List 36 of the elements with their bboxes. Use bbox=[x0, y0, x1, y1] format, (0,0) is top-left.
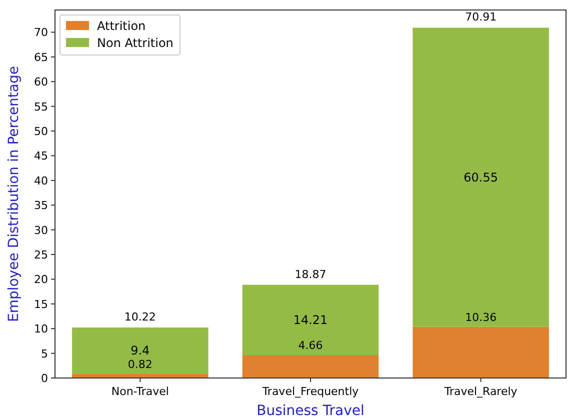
total-label: 18.87 bbox=[294, 268, 326, 281]
y-tick-label: 20 bbox=[34, 273, 48, 286]
bar bbox=[242, 284, 379, 355]
bar bbox=[412, 326, 549, 378]
y-tick-label: 65 bbox=[34, 50, 48, 64]
x-tick-label: Non-Travel bbox=[111, 385, 169, 398]
y-tick-label: 10 bbox=[34, 322, 48, 336]
bar bbox=[412, 28, 549, 327]
y-tick-label: 45 bbox=[34, 150, 48, 163]
total-label: 70.91 bbox=[465, 10, 497, 24]
y-tick-label: 55 bbox=[34, 100, 48, 114]
y-tick-label: 15 bbox=[34, 298, 48, 311]
y-tick-label: 25 bbox=[34, 248, 48, 262]
data-label: 9.4 bbox=[130, 344, 150, 358]
x-axis-title: Business Travel bbox=[256, 403, 364, 419]
data-label: 4.66 bbox=[298, 338, 323, 352]
y-tick-label: 70 bbox=[34, 26, 48, 40]
data-label: 14.21 bbox=[293, 312, 328, 327]
y-tick-label: 0 bbox=[41, 372, 48, 385]
y-axis-title: Employee Distribution in Percentage bbox=[6, 66, 22, 322]
data-label: 0.82 bbox=[128, 358, 152, 371]
y-tick-label: 5 bbox=[41, 347, 48, 360]
y-tick-label: 30 bbox=[34, 224, 48, 237]
x-tick-label: Travel_Rarely bbox=[443, 385, 518, 398]
y-tick-label: 50 bbox=[34, 125, 48, 138]
bar bbox=[242, 354, 379, 378]
y-tick-label: 35 bbox=[34, 199, 48, 212]
y-tick-label: 40 bbox=[34, 174, 48, 188]
bar bbox=[72, 328, 208, 374]
x-tick-label: Travel_Frequently bbox=[261, 385, 360, 398]
total-label: 10.22 bbox=[124, 310, 156, 324]
legend-label: Non Attrition bbox=[97, 36, 174, 50]
data-label: 60.55 bbox=[464, 170, 498, 184]
data-label: 10.36 bbox=[465, 310, 497, 324]
legend-label: Attrition bbox=[97, 19, 146, 33]
y-tick-label: 60 bbox=[34, 76, 48, 89]
